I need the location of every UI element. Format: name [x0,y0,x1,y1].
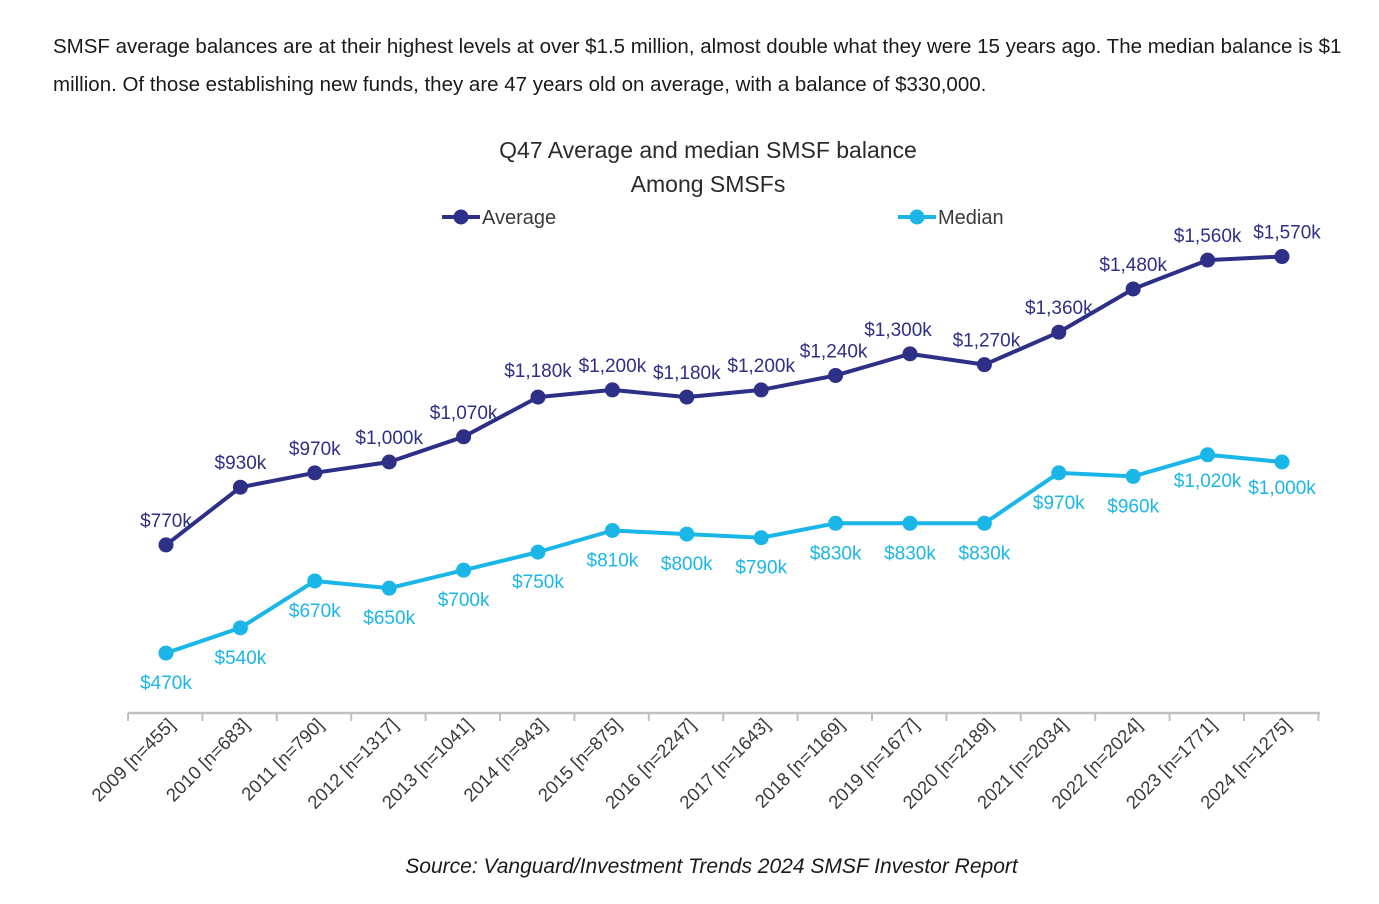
data-point [381,580,397,596]
series-median: $470k $540k $670k $650k $700k $750k $810k $800k… [140,447,1316,694]
data-label: $1,180k [653,363,721,384]
data-point [753,382,769,398]
data-label: $790k [735,558,787,579]
data-point [1125,281,1141,297]
data-point [456,562,472,578]
data-point [232,479,248,495]
data-label: $1,000k [355,428,423,449]
legend-marker [453,209,469,225]
data-point [1274,249,1290,265]
source-caption: Source: Vanguard/Investment Trends 2024 … [405,855,1018,878]
data-label: $970k [289,439,341,460]
data-label: $1,560k [1174,226,1242,247]
data-point [530,389,546,405]
data-point [456,429,472,445]
data-label: $650k [363,608,415,629]
x-axis: 2009 [n=455]2010 [n=683]2011 [n=790]2012… [87,711,1320,813]
data-label: $830k [810,543,862,564]
data-point [158,537,174,553]
data-label: $1,200k [727,356,795,377]
series-layer: $770k $930k $970k $1,000k $1,070k $1,180k $1,2… [140,223,1321,695]
series-line [164,254,1283,547]
data-label: $930k [215,453,267,474]
data-point [976,515,992,531]
data-point [1200,447,1216,463]
data-point [828,515,844,531]
data-label: $1,240k [800,341,868,362]
data-label: $810k [587,550,639,571]
data-label: $830k [959,543,1011,564]
data-point [1051,324,1067,340]
legend-label: Average [482,207,556,229]
data-label: $750k [512,572,564,593]
data-label: $1,270k [953,331,1021,352]
line-chart: Q47 Average and median SMSF balance Amon… [87,137,1321,813]
data-label: $830k [884,543,936,564]
legend-marker [909,209,925,225]
data-point [530,544,546,560]
data-label: $1,070k [430,403,498,424]
data-label: $670k [289,601,341,622]
data-point [679,389,695,405]
data-point [679,526,695,542]
series-average: $770k $930k $970k $1,000k $1,070k $1,180k $1,2… [140,223,1321,553]
data-label: $1,020k [1174,471,1242,492]
data-label: $1,180k [504,361,572,382]
chart-title: Q47 Average and median SMSF balance [499,137,917,163]
data-point [1274,454,1290,470]
data-label: $1,570k [1253,223,1321,244]
legend-item-median: Median [898,207,1004,229]
data-point [828,367,844,383]
data-point [1125,468,1141,484]
legend-item-average: Average [442,207,556,229]
series-line [165,452,1283,655]
data-point [307,573,323,589]
data-point [902,515,918,531]
data-point [1051,465,1067,481]
data-label: $800k [661,554,713,575]
data-label: $700k [438,590,490,611]
data-point [604,522,620,538]
legend-label: Median [938,207,1004,229]
data-label: $970k [1033,493,1085,514]
data-point [753,530,769,546]
data-label: $1,200k [579,356,647,377]
data-label: $470k [140,673,192,694]
chart-container: Q47 Average and median SMSF balance Amon… [0,120,1379,899]
chart-subtitle: Among SMSFs [631,171,786,197]
data-point [976,357,992,373]
data-point [604,382,620,398]
data-point [902,346,918,362]
data-point [1200,252,1216,268]
data-label: $1,360k [1025,298,1093,319]
data-label: $1,480k [1099,255,1167,276]
data-label: $770k [140,511,192,532]
chart-legend: Average Median [442,207,1004,229]
data-label: $540k [215,648,267,669]
intro-paragraph: SMSF average balances are at their highe… [53,35,1342,96]
data-label: $960k [1107,496,1159,517]
data-point [158,645,174,661]
data-point [232,620,248,636]
data-point [381,454,397,470]
data-label: $1,300k [864,320,932,341]
data-point [307,465,323,481]
data-label: $1,000k [1248,478,1316,499]
